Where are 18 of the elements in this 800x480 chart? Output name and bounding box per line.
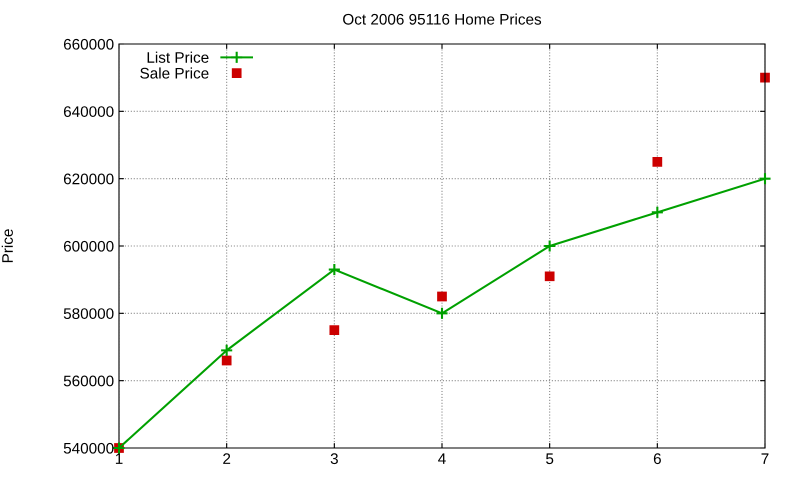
x-tick-label: 4 bbox=[438, 453, 446, 464]
x-tick-label: 6 bbox=[654, 453, 661, 464]
y-tick-label: 640000 bbox=[64, 106, 114, 118]
y-axis-title: Price bbox=[2, 229, 13, 262]
y-tick-label: 540000 bbox=[64, 442, 114, 454]
chart-title: Oct 2006 95116 Home Prices bbox=[343, 13, 542, 25]
y-tick-label: 580000 bbox=[64, 308, 114, 320]
y-tick-label: 560000 bbox=[64, 376, 114, 386]
x-tick-label: 3 bbox=[330, 453, 338, 464]
y-tick-label: 600000 bbox=[64, 240, 114, 252]
x-tick-label: 7 bbox=[762, 453, 768, 464]
x-tick-label: 5 bbox=[546, 453, 554, 464]
legend-label: List Price bbox=[148, 52, 209, 63]
x-tick-label: 1 bbox=[116, 453, 123, 464]
y-tick-label: 620000 bbox=[64, 174, 114, 184]
y-tick-label: 660000 bbox=[64, 38, 114, 50]
legend-label: Sale Price bbox=[140, 67, 209, 79]
x-tick-label: 2 bbox=[223, 453, 230, 464]
